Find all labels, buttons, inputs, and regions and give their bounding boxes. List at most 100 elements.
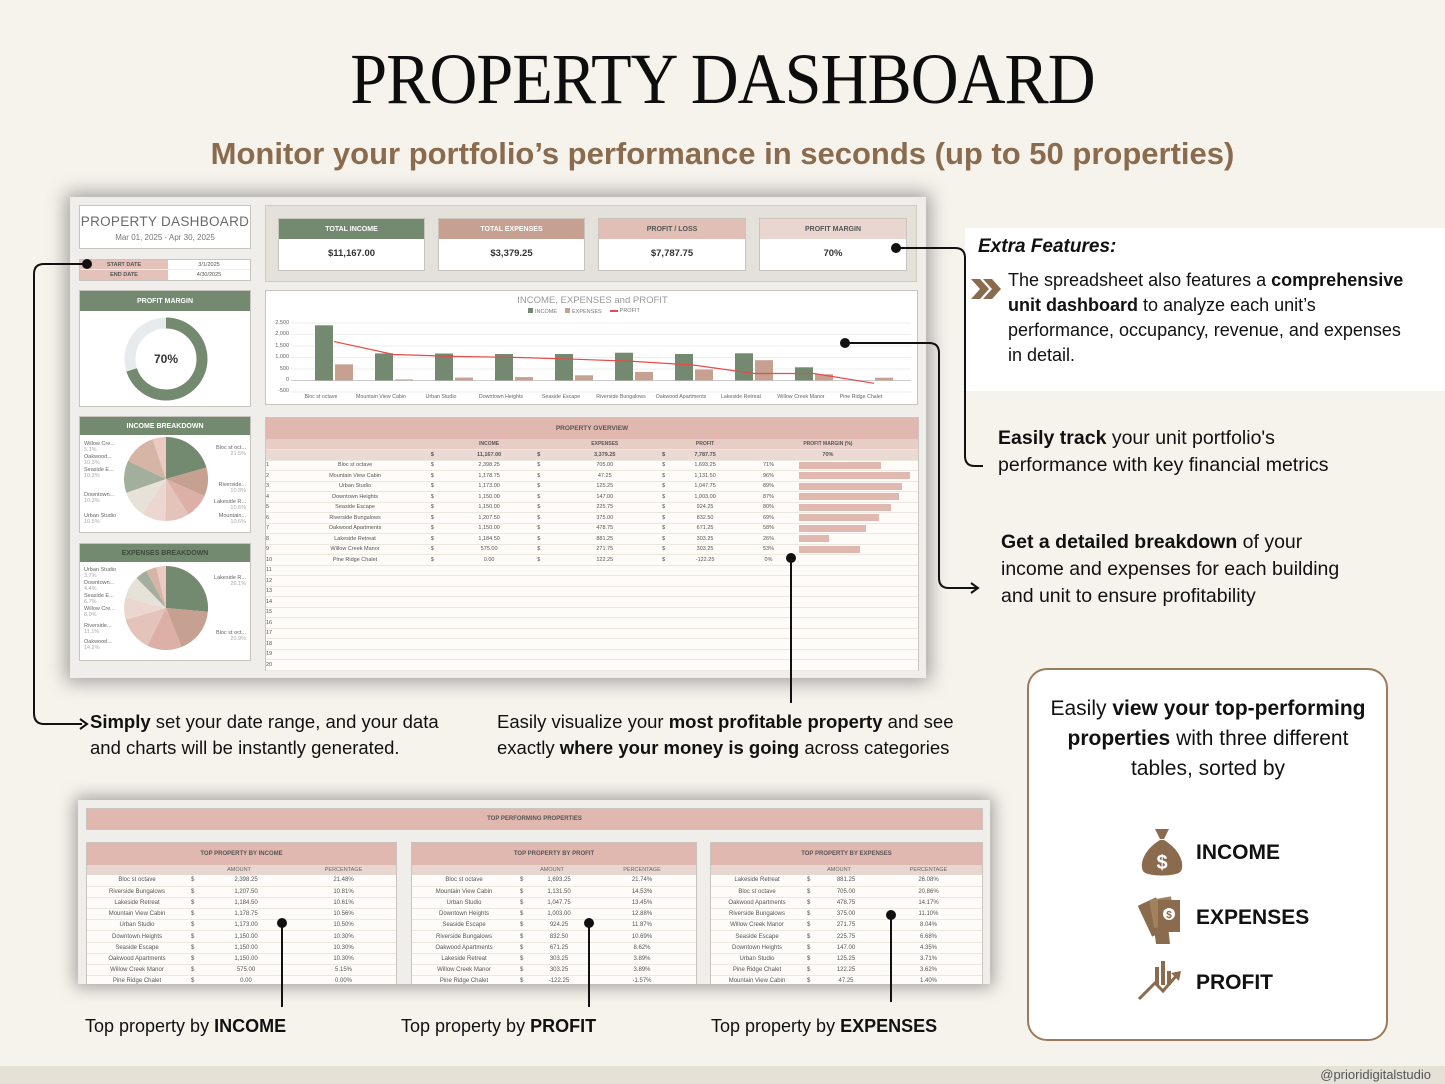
date-range-callout: Simply set your date range, and your dat…	[90, 711, 439, 758]
sheet-title-card: PROPERTY DASHBOARD Mar 01, 2025 - Apr 30…	[79, 205, 251, 249]
pie-label: Lakeside R... 26.1%	[213, 575, 246, 587]
table-row: Seaside Escape $ 1,150.00 10.30%	[87, 942, 396, 954]
table-row: Riverside Bungalows $ 832.50 10.69%	[412, 930, 696, 943]
income-expenses-profit-chart: INCOME, EXPENSES and PROFIT INCOME EXPEN…	[265, 290, 918, 405]
start-date-input[interactable]: 3/1/2025	[198, 262, 220, 268]
table-row: Urban Studio $ 1,047.75 13.45%	[412, 897, 696, 910]
kpi-profit-margin: PROFIT MARGIN 70%	[759, 218, 907, 271]
totals-row: $11,167.00 $3,379.25 $7,787.75 70%	[266, 449, 918, 461]
pie-label: Mountain... 10.6%	[218, 513, 246, 525]
pie-label: Seaside E... 10.3%	[84, 467, 114, 479]
profit-margin-card: PROFIT MARGIN 70%	[79, 290, 251, 407]
table-row: Oakwood Apartments $ 1,150.00 10.30%	[87, 953, 396, 966]
overview-title: PROPERTY OVERVIEW	[266, 418, 918, 439]
table-row: Mountain View Cabin $ 1,131.50 14.53%	[412, 886, 696, 898]
end-date-label: END DATE	[80, 270, 168, 280]
table-row: 17	[266, 628, 918, 639]
svg-text:$: $	[1166, 910, 1172, 921]
kpi-label: TOTAL INCOME	[279, 219, 424, 239]
margin-bar	[799, 545, 861, 553]
margin-bar	[799, 482, 902, 490]
kpi-value: 70%	[823, 248, 843, 259]
top-expenses-table: TOP PROPERTY BY EXPENSES AMOUNT PERCENTAG…	[710, 842, 983, 984]
table-row: 13	[266, 586, 918, 597]
double-chevron-icon	[971, 279, 1001, 299]
pie-label: Lakeside R... 10.6%	[213, 499, 246, 511]
start-date-label: START DATE	[80, 260, 168, 269]
top-profit-table: TOP PROPERTY BY PROFIT AMOUNT PERCENTAGE …	[411, 842, 697, 984]
connector-line	[588, 922, 590, 1007]
pie-label: Downtown... 10.3%	[84, 492, 115, 504]
end-date-input[interactable]: 4/30/2025	[196, 272, 222, 278]
top-income-table: TOP PROPERTY BY INCOME AMOUNT PERCENTAGE …	[86, 842, 397, 984]
income-breakdown-card: INCOME BREAKDOWN Willow Cre... 5.1% Oakwo…	[79, 416, 251, 533]
kpi-value: $3,379.25	[490, 248, 533, 259]
connector-line	[890, 914, 892, 1002]
pie-label: Seaside E... 6.7%	[84, 593, 114, 605]
expenses-pie-chart	[124, 565, 209, 650]
kpi-profit-loss: PROFIT / LOSS $7,787.75	[598, 218, 746, 271]
card-header: INCOME BREAKDOWN	[80, 417, 250, 435]
sheet-title: PROPERTY DASHBOARD	[80, 214, 250, 229]
table-row: 20	[266, 659, 918, 671]
date-range-label: Mar 01, 2025 - Apr 30, 2025	[115, 233, 215, 242]
table-row: Lakeside Retreat $ 881.25 26.08%	[711, 875, 982, 887]
table-row: 9 Willow Creek Manor $ 575.00 $ 271.75 $…	[266, 544, 918, 555]
table-row: Willow Creek Manor $ 303.25 3.89%	[412, 964, 696, 977]
table-row: Urban Studio $ 1,173.00 10.50%	[87, 919, 396, 932]
feature-profit-label: PROFIT	[1196, 971, 1273, 994]
top-performing-title: TOP PERFORMING PROPERTIES	[86, 808, 983, 830]
margin-bar	[799, 503, 892, 511]
footer-bar	[0, 1066, 1445, 1084]
pie-label: Oakwood... 14.2%	[84, 639, 112, 651]
table-row: 7 Oakwood Apartments $ 1,150.00 $ 478.75…	[266, 523, 918, 534]
donut-chart	[124, 317, 208, 401]
property-overview-table: PROPERTY OVERVIEW INCOME EXPENSES PROFIT…	[265, 417, 919, 671]
feature-expenses-label: EXPENSES	[1196, 906, 1310, 929]
track-callout: Easily track your unit portfolio's perfo…	[998, 427, 1329, 476]
table-row: Mountain View Cabin $ 47.25 1.40%	[711, 975, 982, 984]
dashboard-sheet: PROPERTY DASHBOARD Mar 01, 2025 - Apr 30…	[70, 197, 926, 678]
pie-label: Oakwood... 10.3%	[84, 454, 112, 466]
pie-label: Willow Cre... 8.0%	[84, 606, 115, 618]
date-inputs: START DATE 3/1/2025 END DATE 4/30/2025	[79, 259, 251, 281]
margin-bar	[799, 535, 830, 543]
table-title: TOP PROPERTY BY PROFIT	[412, 843, 696, 865]
table-row: 4 Downtown Heights $ 1,150.00 $ 147.00 $…	[266, 491, 918, 503]
table-row: Bloc st octave $ 2,398.25 21.48%	[87, 875, 396, 887]
table-row: 1 Bloc st octave $ 2,398.25 $ 705.00 $ 1…	[266, 460, 918, 471]
table-row: Urban Studio $ 125.25 3.71%	[711, 953, 982, 966]
table-row: Downtown Heights $ 1,150.00 10.30%	[87, 930, 396, 943]
pie-label: Willow Cre... 5.1%	[84, 441, 115, 453]
card-header: PROFIT MARGIN	[80, 291, 250, 311]
top-performing-sheet: TOP PERFORMING PROPERTIES TOP PROPERTY B…	[78, 800, 990, 984]
connector-line-dates	[33, 263, 89, 730]
table-row: Lakeside Retreat $ 303.25 3.89%	[412, 953, 696, 966]
connector-line-chart	[845, 342, 980, 594]
table-title: TOP PROPERTY BY EXPENSES	[711, 843, 982, 865]
table-row: 3 Urban Studio $ 1,173.00 $ 125.25 $ 1,0…	[266, 481, 918, 492]
table-row: Downtown Heights $ 1,003.00 12.88%	[412, 908, 696, 921]
table-row: Bloc st octave $ 705.00 20.86%	[711, 886, 982, 898]
margin-bar	[799, 472, 910, 480]
pie-label: Bloc st oct... 20.9%	[216, 630, 246, 642]
top-income-caption: Top property by INCOME	[85, 1016, 287, 1036]
margin-bar	[799, 514, 879, 522]
page-title: PROPERTY DASHBOARD	[350, 39, 1095, 119]
table-row: Mountain View Cabin $ 1,178.75 10.56%	[87, 908, 396, 921]
table-row: 6 Riverside Bungalows $ 1,207.50 $ 375.0…	[266, 512, 918, 524]
kpi-total-income: TOTAL INCOME $11,167.00	[278, 218, 425, 271]
kpi-value: $7,787.75	[650, 248, 694, 259]
svg-text:$: $	[1156, 852, 1167, 874]
connector-line	[790, 558, 792, 703]
card-header: EXPENSES BREAKDOWN	[80, 544, 250, 562]
overview-grid: INCOME EXPENSES PROFIT PROFIT MARGIN (%)…	[266, 439, 918, 671]
visualize-callout: Easily visualize your most profitable pr…	[497, 711, 954, 758]
table-row: Oakwood Apartments $ 478.75 14.17%	[711, 897, 982, 910]
connector-line	[281, 922, 283, 1007]
margin-bar	[799, 493, 900, 501]
extra-features-panel	[965, 228, 1445, 391]
chart-title: INCOME, EXPENSES and PROFIT	[517, 295, 668, 306]
pie-label: Urban Studio 10.5%	[84, 513, 117, 525]
table-row: Seaside Escape $ 924.25 11.87%	[412, 919, 696, 932]
